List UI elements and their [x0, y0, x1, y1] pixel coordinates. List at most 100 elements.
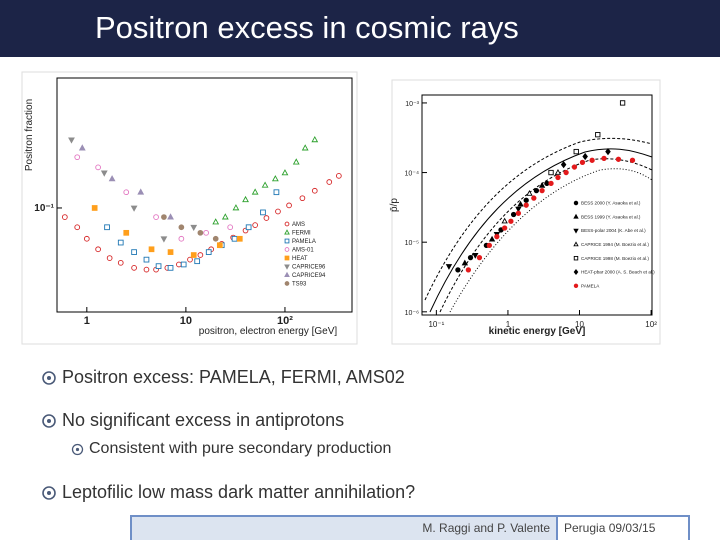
- data-point: [299, 195, 306, 202]
- data-point: [252, 222, 258, 228]
- data-point: [573, 148, 579, 155]
- data-point: [555, 174, 561, 181]
- data-point: [563, 169, 569, 176]
- data-point: [615, 156, 622, 162]
- data-point: [167, 249, 174, 255]
- data-point: [311, 136, 319, 143]
- data-point: [161, 214, 167, 220]
- data-point: [445, 264, 453, 270]
- legend-label: BESS 1999 (Y. Asaoka et al.): [581, 214, 641, 219]
- data-point: [190, 224, 198, 232]
- data-point: [167, 265, 174, 271]
- data-point: [180, 261, 187, 268]
- data-point: [123, 189, 130, 196]
- data-point: [488, 235, 496, 242]
- sub-bullet: Consistent with pure secondary productio…: [89, 440, 392, 457]
- legend-marker: [284, 281, 290, 286]
- x-tick-label: 1: [84, 315, 90, 327]
- y-tick-label: 10⁻³: [405, 101, 419, 108]
- data-point: [601, 155, 607, 161]
- data-point: [515, 210, 522, 216]
- data-point: [589, 157, 595, 163]
- x-tick-label: 10²: [277, 315, 293, 327]
- data-point: [311, 187, 318, 194]
- data-point: [523, 197, 529, 203]
- footer-place-date: Perugia 09/03/15: [558, 517, 688, 540]
- legend-marker: [573, 213, 579, 219]
- data-point: [326, 179, 333, 185]
- data-point: [510, 211, 517, 218]
- data-point: [242, 195, 249, 203]
- bullet: Positron excess: PAMELA, FERMI, AMS02: [62, 367, 405, 387]
- data-point: [515, 206, 522, 213]
- data-point: [95, 164, 101, 171]
- legend-label: PAMELA: [581, 283, 600, 288]
- data-point: [78, 144, 86, 151]
- data-point: [605, 148, 611, 156]
- data-point: [83, 235, 90, 242]
- data-point: [216, 242, 223, 249]
- data-point: [203, 229, 209, 236]
- x-tick-label: 10⁻¹: [428, 320, 444, 329]
- plot-area: [56, 77, 353, 313]
- data-point: [205, 249, 212, 255]
- data-point: [178, 235, 185, 242]
- data-point: [501, 217, 508, 224]
- data-point: [100, 170, 108, 177]
- data-point: [137, 188, 145, 195]
- data-point: [143, 266, 150, 273]
- data-point: [465, 267, 472, 273]
- data-point: [533, 187, 540, 194]
- data-point: [236, 235, 243, 242]
- legend-label: HEAT: [292, 256, 308, 262]
- y-axis-label: Positron fraction: [24, 99, 35, 171]
- data-point: [91, 205, 98, 211]
- data-point: [131, 265, 137, 271]
- legend-marker: [284, 247, 290, 252]
- legend-label: PAMELA: [292, 239, 316, 245]
- data-point: [263, 215, 270, 221]
- legend-label: AMS: [292, 222, 305, 228]
- header-bar: Positron excess in cosmic rays: [0, 0, 720, 57]
- data-point: [461, 259, 469, 266]
- data-point: [227, 224, 234, 231]
- data-point: [579, 159, 586, 166]
- plot-area: [421, 94, 653, 316]
- legend-marker: [573, 283, 579, 289]
- y-tick-label: 10⁻⁶: [405, 310, 419, 317]
- bullet-icon: [42, 371, 56, 385]
- data-point: [467, 254, 474, 261]
- data-point: [502, 225, 508, 231]
- data-point: [212, 218, 220, 225]
- x-tick-label: 10: [180, 315, 192, 327]
- data-point: [619, 100, 626, 106]
- legend-label: HEAT-pbar 2000 (A. S. Beach et al.): [581, 270, 655, 275]
- data-point: [336, 173, 342, 179]
- y-axis-label: p̄/p: [389, 198, 400, 212]
- y-tick-label: 10⁻⁴: [405, 171, 420, 178]
- data-point: [494, 234, 500, 240]
- data-point: [472, 253, 479, 259]
- bullet-icon: [42, 486, 56, 500]
- legend-marker: [284, 264, 290, 270]
- data-point: [117, 259, 124, 266]
- data-point: [155, 263, 162, 269]
- data-point: [251, 188, 259, 195]
- slide-title: Positron excess in cosmic rays: [95, 10, 519, 45]
- legend-marker: [573, 255, 579, 261]
- legend-label: FERMI: [292, 231, 311, 237]
- legend-label: BESS 2000 (Y. Asaoka et al.): [581, 201, 641, 206]
- plot-frame: [391, 79, 661, 345]
- legend-marker: [573, 200, 579, 206]
- data-point: [178, 224, 185, 231]
- data-point: [74, 224, 81, 231]
- sub-bullet-icon: [71, 443, 84, 456]
- legend-marker: [573, 241, 579, 247]
- data-point: [104, 224, 110, 231]
- legend-label: TS93: [292, 282, 307, 288]
- data-point: [286, 202, 292, 209]
- bullet-icon: [42, 414, 56, 428]
- plots: 1 10 10² 10⁻¹ positron, electron energy [GeV…: [21, 71, 661, 345]
- footer-authors: M. Raggi and P. Valente: [132, 517, 558, 540]
- legend-label: AMS-01: [292, 248, 314, 254]
